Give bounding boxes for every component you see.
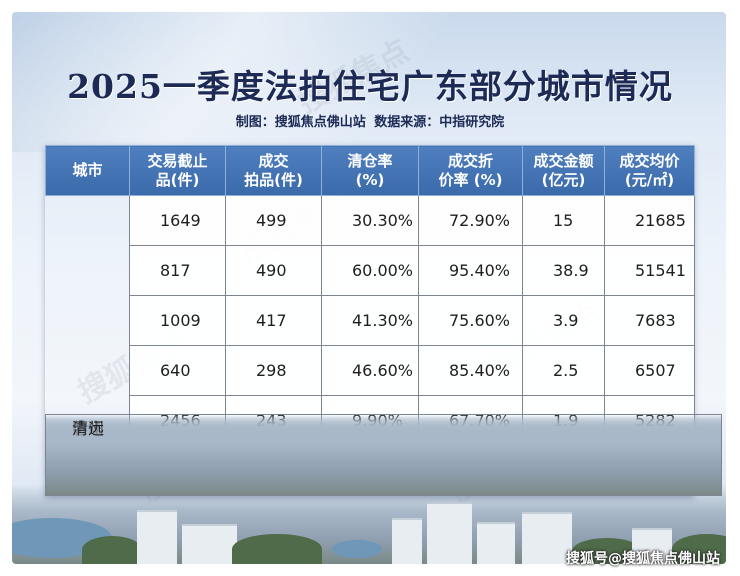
column-header-line: 品(件) (155, 170, 200, 189)
column-header-line: (元/㎡) (624, 170, 675, 189)
table-cell: 46.60% (321, 345, 419, 396)
table-cell: 60.00% (321, 245, 419, 296)
column-header: 清仓率 (%) (321, 145, 419, 196)
table-cell: 6507 (604, 345, 695, 396)
table-body: 广州164949930.30%72.90%1521685深圳81749060.0… (45, 195, 722, 496)
footer-brand: 搜狐号@搜狐焦点佛山站 (566, 551, 720, 567)
table-cell: 3.9 (522, 295, 605, 346)
column-header: 成交均价 (元/㎡) (604, 145, 695, 196)
table-cell: 1009 (129, 295, 226, 346)
column-header: 成交金额 (亿元) (522, 145, 605, 196)
table-cell: 51541 (604, 245, 695, 296)
table-cell: 38.9 (522, 245, 605, 296)
table-header-row: 城市 交易截止 品(件) 成交 拍品(件) 清仓率 (%) 成交折 价率 (%) 成交金额 (亿元)… (45, 145, 695, 196)
column-header-line: 城市 (72, 161, 103, 179)
data-table-container: 城市 交易截止 品(件) 成交 拍品(件) 清仓率 (%) 成交折 价率 (%) 成交金额 (亿元)… (45, 145, 722, 496)
table-cell: 75.60% (418, 295, 523, 346)
page-subtitle: 制图：搜狐焦点佛山站 数据来源：中指研究院 (0, 111, 740, 130)
column-header-line: 清仓率 (347, 151, 393, 170)
page-title: 2025一季度法拍住宅广东部分城市情况 (67, 67, 673, 106)
data-table: 城市 交易截止 品(件) 成交 拍品(件) 清仓率 (%) 成交折 价率 (%) 成交金额 (亿元)… (45, 145, 722, 496)
table-cell: 490 (225, 245, 322, 296)
column-header-line: 成交 (258, 151, 289, 170)
column-header-line: 交易截止 (147, 151, 208, 170)
column-header: 城市 (45, 145, 130, 196)
table-cell: 640 (129, 345, 226, 396)
table-cell: 417 (225, 295, 322, 346)
table-cell: 2.5 (522, 345, 605, 396)
table-cell: 298 (225, 345, 322, 396)
table-cell: 72.90% (418, 195, 523, 246)
column-header-line: 成交折 (447, 151, 493, 170)
column-header-line: (亿元) (541, 170, 586, 189)
city-skyline-image (12, 484, 726, 564)
column-header-line: (%) (355, 170, 385, 189)
column-header-line: 拍品(件) (244, 170, 303, 189)
city-cell: 清远 (45, 414, 722, 496)
table-cell: 85.40% (418, 345, 523, 396)
table-cell: 15 (522, 195, 605, 246)
table-cell: 499 (225, 195, 322, 246)
chart-maker: 制图：搜狐焦点佛山站 (235, 115, 366, 130)
column-header: 成交折 价率 (%) (418, 145, 523, 196)
table-cell: 41.30% (321, 295, 419, 346)
column-header-line: 成交均价 (619, 151, 680, 170)
table-cell: 817 (129, 245, 226, 296)
table-row: 清远64822634.90%79.90%1.13485 (45, 414, 722, 496)
sky-decoration (12, 12, 726, 152)
column-header: 交易截止 品(件) (129, 145, 226, 196)
column-header: 成交 拍品(件) (225, 145, 322, 196)
column-header-line: 价率 (%) (438, 170, 503, 189)
table-cell: 95.40% (418, 245, 523, 296)
table-cell: 21685 (604, 195, 695, 246)
table-cell: 7683 (604, 295, 695, 346)
table-cell: 1649 (129, 195, 226, 246)
table-cell: 30.30% (321, 195, 419, 246)
data-source: 数据来源：中指研究院 (374, 115, 505, 130)
column-header-line: 成交金额 (533, 151, 594, 170)
